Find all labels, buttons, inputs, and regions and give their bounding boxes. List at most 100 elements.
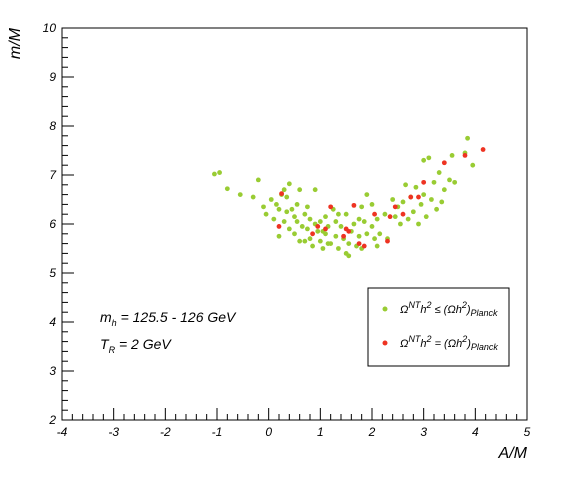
scatter-point-green bbox=[346, 241, 352, 247]
scatter-point-green bbox=[286, 181, 292, 187]
scatter-point-green bbox=[336, 211, 341, 217]
scatter-point-red bbox=[351, 202, 357, 208]
scatter-point-red bbox=[408, 194, 414, 200]
scatter-point-green bbox=[292, 231, 297, 237]
scatter-point-green bbox=[310, 243, 315, 249]
y-axis-label: m/M bbox=[7, 27, 24, 59]
legend-box bbox=[367, 287, 510, 367]
scatter-point-green bbox=[431, 179, 437, 185]
scatter-point-green bbox=[294, 219, 300, 224]
axis-ticks bbox=[61, 27, 528, 421]
scatter-point-green bbox=[403, 182, 408, 188]
x-tick-label: -4 bbox=[57, 425, 68, 439]
scatter-point-green bbox=[212, 171, 217, 177]
scatter-point-green bbox=[325, 241, 331, 247]
y-tick-label: 10 bbox=[43, 21, 57, 35]
data-points bbox=[212, 135, 486, 259]
scatter-point-green bbox=[418, 202, 424, 207]
scatter-point-green bbox=[465, 135, 470, 141]
scatter-point-green bbox=[286, 226, 292, 232]
scatter-point-green bbox=[449, 153, 455, 158]
scatter-point-green bbox=[400, 199, 406, 205]
scatter-point-green bbox=[374, 243, 380, 249]
x-tick-label: 3 bbox=[420, 425, 427, 439]
scatter-point-red bbox=[356, 241, 362, 247]
scatter-point-green bbox=[423, 214, 429, 220]
legend-marker-green bbox=[382, 306, 388, 312]
scatter-point-green bbox=[382, 211, 388, 217]
scatter-point-green bbox=[372, 236, 377, 242]
scatter-point-green bbox=[320, 246, 326, 251]
x-tick-label: 2 bbox=[368, 425, 376, 439]
x-tick-label: -1 bbox=[212, 425, 223, 439]
scatter-point-green bbox=[261, 204, 266, 210]
scatter-point-red bbox=[416, 194, 421, 200]
scatter-point-green bbox=[299, 224, 305, 229]
scatter-point-red bbox=[392, 204, 398, 210]
scatter-point-red bbox=[276, 224, 282, 229]
scatter-point-green bbox=[436, 170, 442, 175]
scatter-point-green bbox=[441, 187, 447, 193]
scatter-point-green bbox=[237, 192, 243, 198]
scatter-point-green bbox=[356, 216, 362, 222]
y-tick-label: 7 bbox=[49, 168, 57, 182]
scatter-point-green bbox=[284, 209, 290, 215]
scatter-point-green bbox=[284, 194, 290, 200]
scatter-point-green bbox=[250, 194, 256, 200]
scatter-point-green bbox=[268, 197, 274, 202]
scatter-point-green bbox=[255, 177, 261, 183]
scatter-point-green bbox=[452, 179, 458, 185]
scatter-point-green bbox=[361, 219, 367, 224]
scatter-point-red bbox=[346, 228, 352, 234]
x-axis-label: A/M bbox=[498, 445, 528, 462]
higgs-mass-annotation: mh = 125.5 - 126 GeV bbox=[100, 309, 237, 328]
scatter-point-green bbox=[307, 216, 313, 222]
scatter-point-green bbox=[305, 204, 310, 210]
scatter-point-red bbox=[279, 191, 284, 197]
scatter-point-red bbox=[372, 211, 377, 217]
scatter-point-green bbox=[281, 187, 287, 193]
scatter-point-red bbox=[361, 243, 367, 249]
scatter-point-green bbox=[426, 155, 432, 161]
scatter-point-green bbox=[317, 238, 323, 244]
scatter-point-red bbox=[462, 153, 468, 158]
scatter-point-green bbox=[369, 224, 375, 229]
scatter-point-green bbox=[421, 157, 427, 163]
scatter-point-green bbox=[224, 186, 230, 192]
scatter-point-green bbox=[292, 214, 297, 220]
scatter-point-green bbox=[302, 238, 308, 244]
scatter-point-green bbox=[410, 209, 416, 215]
scatter-point-green bbox=[364, 192, 370, 198]
y-tick-label: 9 bbox=[49, 70, 56, 84]
scatter-point-green bbox=[338, 224, 344, 229]
scatter-point-green bbox=[305, 226, 310, 232]
reheat-temp-annotation: TR = 2 GeV bbox=[100, 336, 172, 355]
scatter-point-green bbox=[297, 187, 303, 193]
y-tick-label: 4 bbox=[49, 315, 56, 329]
scatter-point-green bbox=[263, 211, 269, 217]
x-tick-label: -2 bbox=[160, 425, 171, 439]
scatter-point-green bbox=[217, 170, 222, 175]
scatter-point-green bbox=[343, 211, 349, 217]
scatter-point-green bbox=[470, 162, 476, 168]
scatter-point-green bbox=[421, 192, 427, 198]
scatter-point-green bbox=[429, 197, 434, 202]
scatter-point-green bbox=[336, 246, 341, 251]
scatter-point-green bbox=[294, 202, 300, 207]
scatter-point-green bbox=[276, 206, 282, 212]
scatter-point-red bbox=[323, 226, 328, 232]
y-tick-label: 3 bbox=[49, 364, 56, 378]
legend-label-red: ΩNTh2 = (Ωh2)Planck bbox=[400, 334, 498, 352]
x-tick-label: 1 bbox=[317, 425, 324, 439]
x-tick-label: 5 bbox=[524, 425, 531, 439]
scatter-point-red bbox=[387, 214, 393, 220]
y-tick-label: 6 bbox=[49, 217, 56, 231]
scatter-point-green bbox=[377, 231, 383, 237]
scatter-point-red bbox=[441, 160, 447, 166]
scatter-point-green bbox=[333, 219, 339, 224]
scatter-point-green bbox=[392, 214, 398, 220]
scatter-point-green bbox=[281, 219, 287, 224]
scatter-point-green bbox=[274, 202, 279, 207]
legend: ΩNTh2 ≤ (Ωh2)Planck ΩNTh2 = (Ωh2)Planck bbox=[367, 287, 510, 367]
